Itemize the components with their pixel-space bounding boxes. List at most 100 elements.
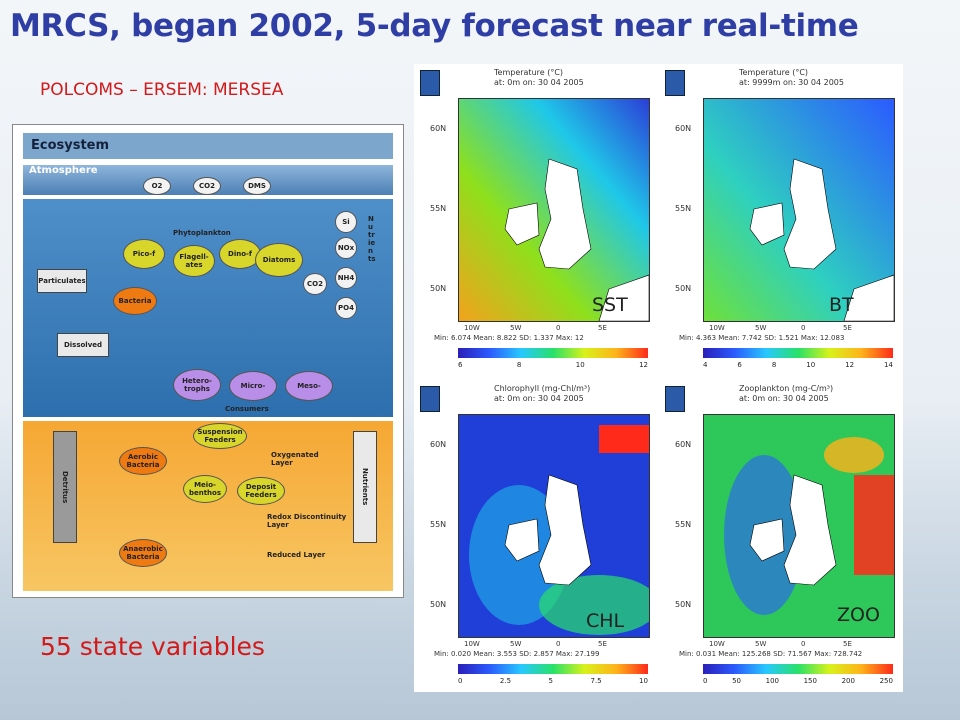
map-zoo-title: Zooplankton (mg-C/m³): [739, 384, 834, 393]
redox-label: Redox Discontinuity Layer: [267, 513, 347, 529]
lon-5w: 5W: [755, 324, 767, 332]
lon-5w: 5W: [755, 640, 767, 648]
node-dino: Dino-f: [219, 239, 261, 269]
reduced-label: Reduced Layer: [267, 551, 326, 559]
lon-5w: 5W: [510, 640, 522, 648]
tick: 10: [806, 361, 816, 369]
lon-5e: 5E: [843, 324, 852, 332]
map-chl: Chlorophyll (mg-Chl/m³) at: 0m on: 30 04…: [414, 380, 658, 692]
map-zoo-colorbar: [703, 664, 893, 674]
node-bacteria: Bacteria: [113, 287, 157, 315]
lon-5e: 5E: [598, 324, 607, 332]
lon-0: 0: [801, 324, 806, 332]
benthic-nutrients-label: Nutrients: [361, 468, 369, 506]
gas-co2-label: CO2: [199, 182, 215, 190]
lon-10w: 10W: [464, 640, 480, 648]
node-suspension-feeders: Suspension Feeders: [193, 423, 247, 449]
node-micro: Micro-: [229, 371, 277, 401]
tick: 6: [737, 361, 742, 369]
map-sst-area: [458, 98, 650, 322]
map-sst-sub: at: 0m on: 30 04 2005: [494, 78, 584, 87]
atmosphere-label: Atmosphere: [29, 165, 98, 176]
map-chl-code: CHL: [586, 610, 625, 632]
lat-55: 55N: [675, 204, 692, 213]
detritus-column: Detritus: [53, 431, 77, 543]
tick: 6: [458, 361, 463, 369]
node-flagellates-label: Flagell-ates: [179, 253, 209, 269]
node-pico-label: Pico-f: [132, 250, 156, 258]
tick: 0: [458, 677, 463, 685]
box-particulates: Particulates: [37, 269, 87, 293]
node-po4-label: PO4: [338, 304, 354, 312]
lon-0: 0: [801, 640, 806, 648]
lat-50: 50N: [675, 284, 692, 293]
node-deposit-label: Deposit Feeders: [245, 483, 277, 499]
metoffice-logo-icon: [420, 70, 440, 96]
map-chl-stats: Min: 0.020 Mean: 3.553 SD: 2.857 Max: 27…: [434, 650, 600, 658]
lon-0: 0: [556, 640, 561, 648]
map-bt-stats: Min: 4.363 Mean: 7.742 SD: 1.521 Max: 12…: [679, 334, 845, 342]
benthic-nutrients-column: Nutrients: [353, 431, 377, 543]
tick: 10: [575, 361, 585, 369]
node-co2-label: CO2: [307, 280, 323, 288]
node-nh4-label: NH4: [337, 274, 355, 282]
lat-60: 60N: [675, 124, 692, 133]
map-chl-ticks: 0 2.5 5 7.5 10: [458, 677, 648, 685]
node-co2: CO2: [303, 273, 327, 295]
node-si: Si: [335, 211, 357, 233]
map-sst-title: Temperature (°C): [494, 68, 564, 77]
map-chl-area: [458, 414, 650, 638]
map-bt: Temperature (°C) at: 9999m on: 30 04 200…: [659, 64, 903, 376]
lat-60: 60N: [430, 124, 447, 133]
state-variables-note: 55 state variables: [40, 632, 265, 661]
map-chl-title: Chlorophyll (mg-Chl/m³): [494, 384, 591, 393]
node-anaerobic-label: Anaerobic Bacteria: [123, 545, 163, 561]
tick: 100: [765, 677, 779, 685]
tick: 250: [879, 677, 893, 685]
gas-dms-label: DMS: [248, 182, 266, 190]
map-sst: Temperature (°C) at: 0m on: 30 04 2005 6…: [414, 64, 658, 376]
node-nh4: NH4: [335, 267, 357, 289]
node-nox: NOx: [335, 237, 357, 259]
map-bt-colorbar: [703, 348, 893, 358]
gas-co2: CO2: [193, 177, 221, 195]
box-dissolved: Dissolved: [57, 333, 109, 357]
node-meso-label: Meso-: [297, 382, 321, 390]
map-zoo-ticks: 0 50 100 150 200 250: [703, 677, 893, 685]
tick: 4: [703, 361, 708, 369]
tick: 12: [639, 361, 648, 369]
lat-50: 50N: [675, 600, 692, 609]
map-bt-sub: at: 9999m on: 30 04 2005: [739, 78, 844, 87]
phyto-label: Phytoplankton: [173, 229, 231, 237]
node-po4: PO4: [335, 297, 357, 319]
node-bacteria-label: Bacteria: [118, 297, 152, 305]
map-zoo-stats: Min: 0.031 Mean: 125.268 SD: 71.567 Max:…: [679, 650, 863, 658]
map-bt-ticks: 4 6 8 10 12 14: [703, 361, 893, 369]
benthic-zone: Suspension Feeders Aerobic Bacteria Meio…: [23, 421, 393, 591]
dissolved-label: Dissolved: [63, 341, 103, 349]
node-heterotrophs-label: Hetero-trophs: [182, 377, 212, 393]
lat-55: 55N: [430, 204, 447, 213]
oxygenated-label: Oxygenated Layer: [271, 451, 319, 467]
tick: 10: [639, 677, 648, 685]
node-flagellates: Flagell-ates: [173, 245, 215, 277]
lat-55: 55N: [430, 520, 447, 529]
lat-60: 60N: [675, 440, 692, 449]
gas-dms: DMS: [243, 177, 271, 195]
tick: 8: [771, 361, 777, 369]
map-zoo-sub: at: 0m on: 30 04 2005: [739, 394, 829, 403]
lon-10w: 10W: [709, 640, 725, 648]
map-sst-colorbar: [458, 348, 648, 358]
lon-5e: 5E: [843, 640, 852, 648]
forecast-maps: Temperature (°C) at: 0m on: 30 04 2005 6…: [414, 64, 903, 692]
map-bt-area: [703, 98, 895, 322]
map-bt-title: Temperature (°C): [739, 68, 809, 77]
lat-50: 50N: [430, 284, 447, 293]
node-nox-label: NOx: [337, 244, 355, 252]
map-sst-stats: Min: 6.074 Mean: 8.822 SD: 1.337 Max: 12: [434, 334, 584, 342]
node-diatoms-label: Diatoms: [262, 256, 296, 264]
node-aerobic-label: Aerobic Bacteria: [126, 453, 160, 469]
pelagic-zone: Phytoplankton Pico-f Flagell-ates Dino-f…: [23, 199, 393, 417]
diagram-header: Ecosystem: [23, 133, 393, 159]
lat-60: 60N: [430, 440, 447, 449]
